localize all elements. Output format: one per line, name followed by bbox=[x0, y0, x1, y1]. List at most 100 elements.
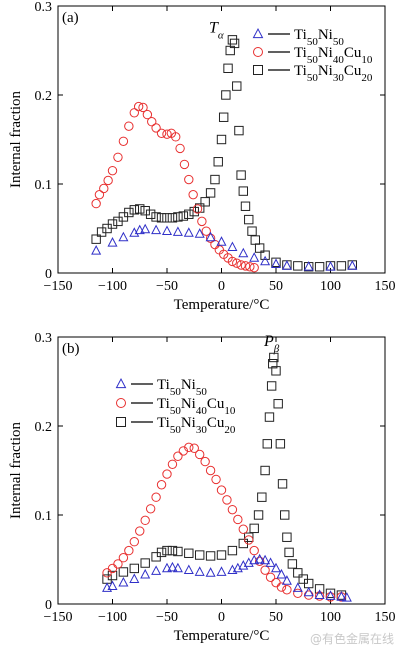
data-point bbox=[211, 474, 221, 485]
data-point bbox=[262, 439, 272, 449]
y-tick-label: 0 bbox=[45, 267, 52, 282]
data-point bbox=[140, 223, 151, 234]
data-point bbox=[227, 504, 238, 515]
data-point bbox=[227, 256, 238, 267]
data-point bbox=[293, 588, 303, 599]
data-point bbox=[232, 81, 242, 91]
data-point bbox=[140, 515, 150, 526]
data-point bbox=[135, 526, 145, 536]
x-tick-label: 0 bbox=[218, 610, 225, 625]
data-point bbox=[260, 554, 271, 565]
data-point bbox=[221, 90, 231, 100]
data-point bbox=[253, 510, 264, 520]
legend-marker bbox=[116, 417, 126, 427]
data-point bbox=[268, 359, 278, 369]
data-point bbox=[183, 227, 194, 237]
data-point bbox=[107, 580, 118, 591]
data-point bbox=[171, 132, 181, 142]
data-point bbox=[94, 189, 105, 200]
data-point bbox=[205, 231, 216, 242]
y-axis-label: Internal fraction bbox=[8, 421, 24, 519]
data-point bbox=[156, 213, 167, 223]
data-point bbox=[124, 207, 134, 218]
data-point bbox=[107, 165, 118, 176]
data-point bbox=[266, 381, 277, 391]
data-point bbox=[227, 241, 238, 252]
data-point bbox=[195, 550, 205, 560]
series-triangle bbox=[91, 223, 358, 271]
watermark: @有色金属在线 bbox=[309, 632, 394, 646]
data-point bbox=[303, 261, 314, 271]
data-point bbox=[284, 547, 294, 558]
x-tick-label: −50 bbox=[156, 610, 178, 625]
data-point bbox=[133, 101, 144, 112]
data-point bbox=[124, 545, 134, 556]
data-point bbox=[107, 570, 118, 581]
data-point bbox=[325, 261, 336, 271]
x-tick-label: −150 bbox=[44, 610, 73, 625]
data-point bbox=[276, 568, 287, 579]
y-tick-label: 0.3 bbox=[35, 331, 53, 346]
data-point bbox=[200, 456, 210, 467]
x-tick-label: 150 bbox=[375, 610, 396, 625]
data-point bbox=[287, 559, 298, 569]
data-point bbox=[129, 205, 140, 215]
data-point bbox=[107, 237, 118, 247]
x-tick-label: −100 bbox=[98, 279, 127, 294]
data-point bbox=[233, 514, 243, 525]
data-point bbox=[275, 439, 286, 449]
data-point bbox=[205, 567, 216, 577]
peak-annotation: Tα bbox=[209, 20, 224, 42]
x-tick-label: 100 bbox=[320, 279, 341, 294]
x-tick-label: 50 bbox=[269, 610, 283, 625]
data-point bbox=[183, 564, 194, 575]
data-point bbox=[113, 152, 123, 163]
data-point bbox=[156, 547, 167, 558]
x-tick-label: −50 bbox=[156, 279, 178, 294]
series-circle bbox=[102, 442, 347, 602]
data-point bbox=[113, 559, 123, 569]
data-point bbox=[140, 568, 151, 579]
data-point bbox=[118, 553, 129, 563]
data-point bbox=[129, 573, 140, 583]
data-point bbox=[336, 591, 347, 601]
data-point bbox=[240, 261, 251, 271]
data-point bbox=[205, 233, 216, 243]
data-point bbox=[184, 442, 194, 453]
data-point bbox=[103, 175, 113, 186]
data-point bbox=[194, 566, 205, 576]
data-point bbox=[178, 446, 189, 456]
data-point bbox=[244, 532, 254, 542]
data-point bbox=[270, 562, 282, 573]
data-point bbox=[276, 582, 287, 592]
data-point bbox=[216, 134, 227, 145]
data-point bbox=[222, 495, 232, 505]
data-point bbox=[134, 224, 145, 235]
data-point bbox=[99, 183, 109, 194]
data-point bbox=[173, 451, 183, 461]
data-point bbox=[260, 565, 270, 575]
data-point bbox=[245, 262, 255, 272]
series-circle bbox=[91, 101, 259, 273]
data-point bbox=[270, 258, 282, 268]
data-point bbox=[175, 143, 185, 154]
data-point bbox=[201, 226, 211, 236]
peak-annotation: Pβ bbox=[263, 333, 280, 355]
data-point bbox=[91, 198, 101, 209]
data-point bbox=[254, 556, 265, 566]
data-point bbox=[151, 565, 162, 575]
data-point bbox=[151, 212, 161, 222]
data-point bbox=[184, 548, 194, 558]
data-point bbox=[140, 206, 150, 216]
legend-marker bbox=[116, 398, 126, 408]
data-point bbox=[162, 213, 172, 223]
legend-label: Ti50Ni30Cu20 bbox=[157, 415, 236, 436]
series-triangle bbox=[102, 553, 352, 602]
data-point bbox=[178, 211, 189, 221]
data-point bbox=[184, 174, 194, 185]
data-point bbox=[188, 189, 198, 200]
data-point bbox=[140, 558, 150, 568]
